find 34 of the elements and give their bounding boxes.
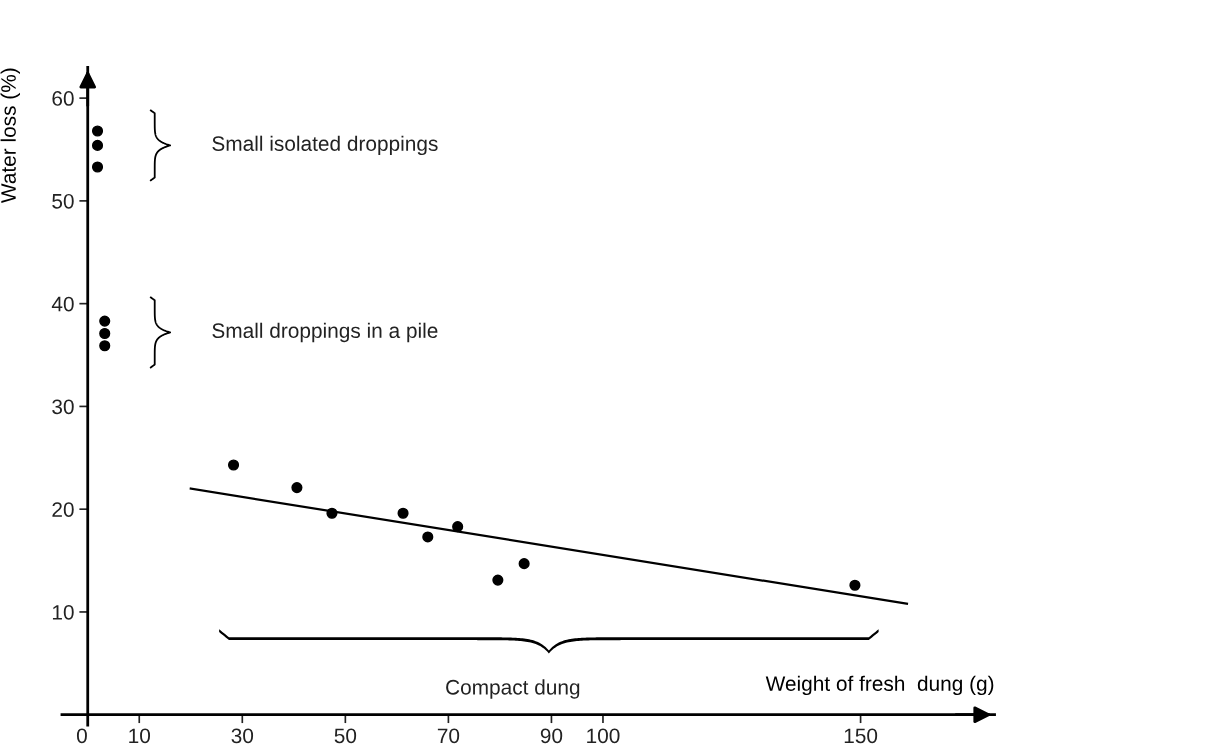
y-tick-label: 30	[52, 399, 74, 415]
x-tick-label: 150	[844, 728, 878, 744]
point	[227, 459, 240, 471]
point	[397, 507, 409, 519]
x-tick-label: 10	[129, 728, 151, 744]
point	[91, 161, 104, 173]
annotation: Small isolated droppings	[212, 135, 438, 156]
point	[91, 125, 104, 137]
x-tick-label: 50	[334, 728, 357, 744]
x-tick-label: 70	[437, 728, 460, 744]
point	[452, 521, 464, 533]
point	[326, 507, 338, 519]
point	[99, 315, 111, 327]
y-tick-label: 10	[52, 604, 74, 620]
x-tick-label: 90	[540, 728, 563, 744]
point	[849, 579, 861, 591]
point	[422, 531, 434, 543]
y-tick-label: 40	[51, 296, 74, 312]
x-tick-label: 0	[76, 728, 87, 744]
x-axis-title: Weight of fresh dung (g)	[765, 675, 994, 696]
y-tick-label: 20	[52, 502, 74, 517]
y-tick-label: 60	[52, 91, 74, 106]
annotation: Compact dung	[446, 679, 580, 699]
point	[99, 327, 111, 340]
point	[291, 482, 303, 494]
point	[492, 574, 504, 586]
point	[518, 558, 530, 570]
y-axis-title: Water loss (%)	[0, 68, 20, 203]
annotation: Small droppings in a pile	[212, 322, 438, 343]
point	[91, 139, 104, 151]
y-tick-label: 50	[52, 193, 74, 209]
x-tick-label: 30	[231, 728, 254, 744]
point	[99, 340, 111, 352]
x-tick-label: 100	[587, 728, 620, 744]
